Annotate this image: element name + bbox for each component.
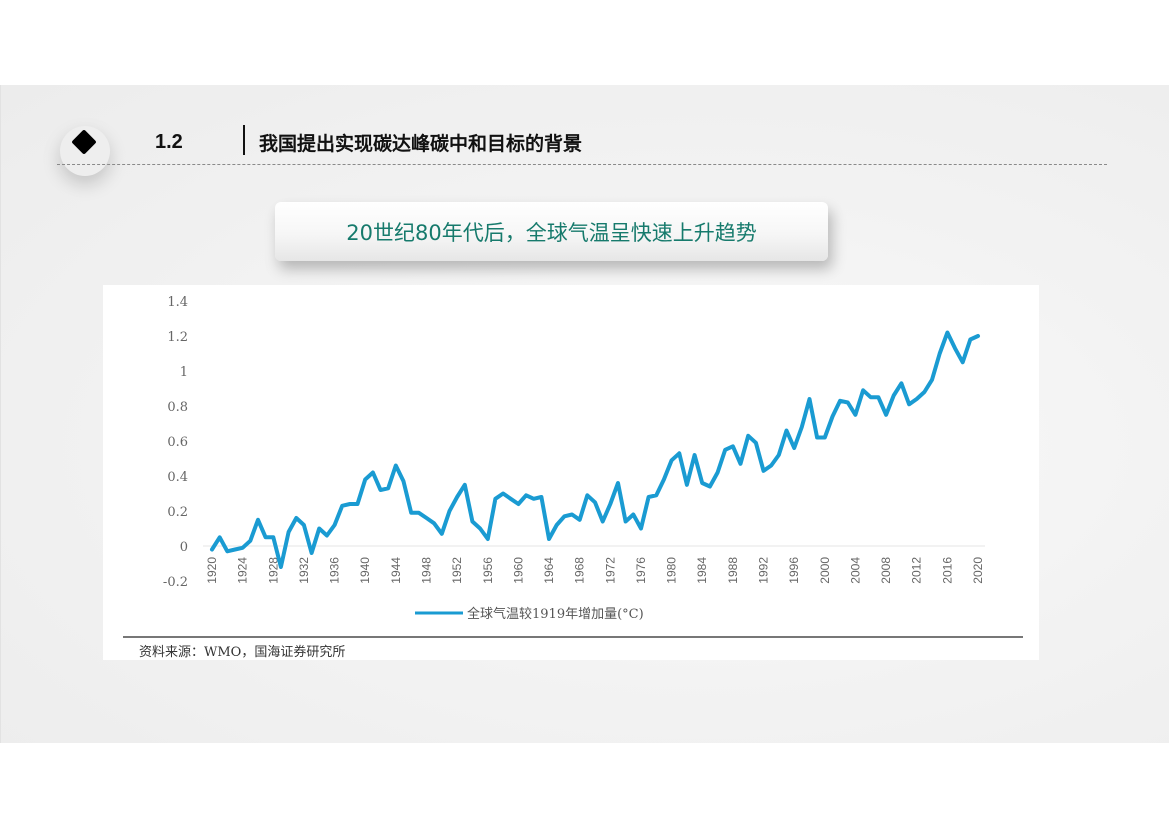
x-tick-label: 1928: [266, 557, 280, 584]
x-tick-label: 2000: [818, 557, 832, 584]
x-tick-label: 1940: [358, 557, 372, 584]
temperature-series-line: [210, 330, 980, 569]
x-tick-label: 2020: [971, 557, 985, 584]
x-tick-label: 1976: [634, 557, 648, 584]
temperature-chart: -0.2 0 0.2 0.4 0.6 0.8 1 1.2 1.4 1920 1924 1928 1932…: [103, 285, 1039, 660]
y-tick-label: -0.2: [163, 575, 188, 590]
x-tick-label: 1948: [419, 557, 433, 584]
y-tick-label: 1.4: [167, 295, 188, 310]
source-note: 资料来源：WMO，国海证券研究所: [139, 645, 346, 660]
y-tick-label: 1: [180, 365, 188, 380]
x-tick-label: 2012: [910, 557, 924, 584]
y-tick-label: 0.6: [167, 435, 188, 450]
x-tick-label: 1996: [787, 557, 801, 584]
callout-text: 20世纪80年代后，全球气温呈快速上升趋势: [346, 220, 757, 245]
header-dashed-rule: [57, 164, 1107, 165]
section-title: 我国提出实现碳达峰碳中和目标的背景: [259, 133, 583, 155]
x-tick-label: 1932: [297, 557, 311, 584]
y-tick-label: 0.2: [167, 505, 188, 520]
line-chart-canvas: -0.2 0 0.2 0.4 0.6 0.8 1 1.2 1.4 1920 1924 1928 1932…: [123, 295, 1023, 638]
callout-box: 20世纪80年代后，全球气温呈快速上升趋势: [275, 202, 828, 261]
x-tick-label: 1924: [236, 557, 250, 584]
y-tick-label: 0.8: [167, 400, 188, 415]
x-tick-label: 1944: [389, 557, 403, 584]
x-tick-label: 1988: [726, 557, 740, 584]
x-tick-label: 2004: [848, 557, 862, 584]
x-tick-label: 1956: [481, 557, 495, 584]
x-tick-label: 1952: [450, 557, 464, 584]
x-tick-label: 1920: [205, 557, 219, 584]
legend-label: 全球气温较1919年增加量(°C): [467, 606, 644, 622]
y-tick-label: 1.2: [167, 330, 188, 345]
x-tick-label: 1984: [695, 557, 709, 584]
title-divider: [243, 125, 245, 155]
x-tick-label: 1968: [573, 557, 587, 584]
x-tick-label: 1972: [603, 557, 617, 584]
x-tick-label: 2016: [940, 557, 954, 584]
x-tick-label: 2008: [879, 557, 893, 584]
y-tick-label: 0.4: [167, 470, 188, 485]
y-tick-label: 0: [180, 540, 188, 555]
section-number: 1.2: [155, 131, 183, 153]
x-tick-label: 1960: [511, 557, 525, 584]
x-tick-label: 1980: [665, 557, 679, 584]
x-tick-label: 1964: [542, 557, 556, 584]
x-tick-label: 1992: [757, 557, 771, 584]
x-tick-label: 1936: [328, 557, 342, 584]
